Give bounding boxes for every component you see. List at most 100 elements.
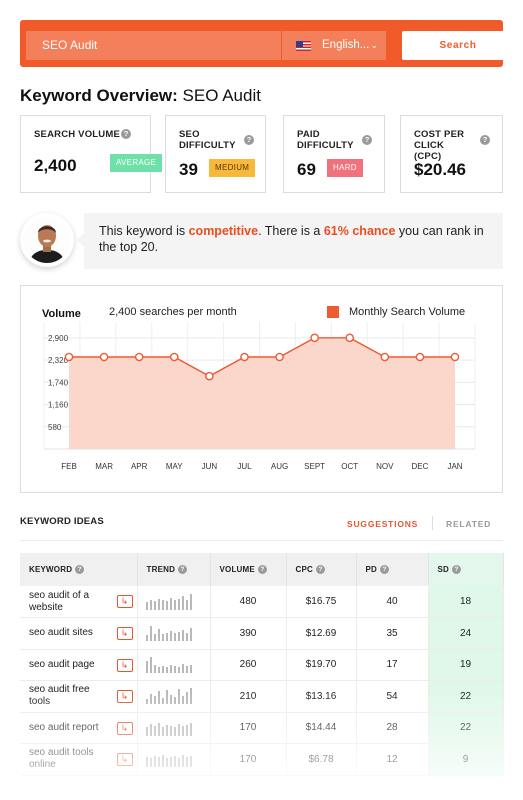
help-icon[interactable]: ? <box>380 565 390 574</box>
help-icon[interactable]: ? <box>121 129 131 139</box>
open-keyword-icon[interactable]: ↳ <box>116 658 133 672</box>
keyword-cell[interactable]: seo audit of a website ↳ <box>20 586 138 618</box>
trend-bar <box>185 633 188 642</box>
tab-related[interactable]: RELATED <box>446 519 492 529</box>
table-row[interactable]: seo audit of a website ↳ 480 $16.75 40 18 <box>20 586 504 618</box>
keyword-text: seo audit free tools <box>29 684 90 708</box>
column-header-volume[interactable]: VOLUME? <box>210 553 287 586</box>
page-title: Keyword Overview: SEO Audit <box>20 86 261 106</box>
search-button[interactable]: Search <box>402 31 514 60</box>
table-row[interactable]: seo audit page ↳ 260 $19.70 17 19 <box>20 649 504 681</box>
open-keyword-icon[interactable]: ↳ <box>116 627 133 640</box>
trend-bar <box>177 598 180 610</box>
open-keyword-icon[interactable]: ↳ <box>116 690 133 703</box>
keyword-cell[interactable]: seo audit free tools ↳ <box>20 680 138 713</box>
keyword-cell[interactable]: seo audit sites ↳ <box>20 617 138 650</box>
keyword-cell[interactable]: seo audit tools online ↳ <box>20 743 138 776</box>
help-icon[interactable]: ? <box>316 565 325 574</box>
data-point <box>205 371 214 381</box>
keyword-text: seo audit page <box>29 658 95 670</box>
help-icon[interactable]: ? <box>178 565 188 574</box>
volume-chart: Volume 2,400 searches per month Monthly Se… <box>20 285 503 493</box>
column-header-pd[interactable]: PD? <box>356 553 429 586</box>
trend-bar <box>161 698 164 705</box>
cpc-cell: $13.16 <box>286 680 357 713</box>
trend-bar <box>169 695 172 705</box>
metric-label: SEARCH VOLUME <box>34 129 120 140</box>
sd-cell: 22 <box>428 680 504 713</box>
data-point <box>310 333 319 343</box>
trend-bar <box>149 656 152 673</box>
trend-bar <box>145 660 148 673</box>
trend-bar <box>177 632 180 642</box>
open-keyword-icon[interactable]: ↳ <box>116 721 133 735</box>
keyword-search-input[interactable]: SEO Audit <box>26 31 281 60</box>
table-row[interactable]: seo audit sites ↳ 390 $12.69 35 24 <box>20 617 504 650</box>
legend-label: Monthly Search Volume <box>349 306 465 318</box>
tab-divider <box>432 516 433 530</box>
trend-bar <box>181 696 184 705</box>
metric-card-paid-difficulty: PAID DIFFICULTY ? 69 HARD <box>283 115 385 193</box>
table-header-row: KEYWORD? TREND? VOLUME? CPC? PD? SD? <box>20 553 504 586</box>
trend-bar <box>157 757 160 768</box>
tab-suggestions[interactable]: SUGGESTIONS <box>347 519 419 529</box>
trend-bar <box>165 633 168 642</box>
table-row[interactable]: seo audit free tools ↳ 210 $13.16 54 22 <box>20 680 504 713</box>
trend-bar <box>177 723 180 736</box>
x-tick-label: FEB <box>61 462 77 471</box>
volume-cell: 260 <box>210 649 287 681</box>
trend-bar <box>153 756 156 768</box>
trend-bar <box>169 631 172 642</box>
y-tick-label: 1,160 <box>48 401 69 410</box>
cpc-cell: $12.69 <box>286 617 357 650</box>
metric-value: 39 <box>179 160 198 179</box>
chevron-down-icon: ⌄ <box>370 40 378 50</box>
keyword-ideas-heading: KEYWORD IDEAS <box>20 516 104 527</box>
open-keyword-icon[interactable]: ↳ <box>116 753 133 766</box>
open-keyword-icon[interactable]: ↳ <box>116 595 133 608</box>
volume-line <box>69 337 455 377</box>
help-icon[interactable]: ? <box>362 135 372 145</box>
help-icon[interactable]: ? <box>480 135 490 145</box>
avatar <box>20 213 74 267</box>
metric-card-cpc: COST PER CLICK (CPC) ? $20.46 <box>400 115 503 193</box>
help-icon[interactable]: ? <box>244 135 254 145</box>
language-select[interactable]: English... ⌄ <box>282 31 386 60</box>
data-point <box>240 352 249 362</box>
column-header-cpc[interactable]: CPC? <box>286 553 357 586</box>
column-header-sd[interactable]: SD? <box>428 553 504 586</box>
table-row[interactable]: seo audit tools online ↳ 170 $6.78 12 9 <box>20 743 504 776</box>
keyword-cell[interactable]: seo audit report ↳ <box>20 712 138 744</box>
trend-bar <box>165 666 168 673</box>
column-header-keyword[interactable]: KEYWORD? <box>20 553 138 586</box>
column-header-label: CPC <box>295 565 313 574</box>
pd-cell: 17 <box>356 649 429 681</box>
table-row[interactable]: seo audit report ↳ 170 $14.44 28 22 <box>20 712 504 744</box>
x-tick-label: AUG <box>271 462 288 471</box>
column-header-trend[interactable]: TREND? <box>137 553 211 586</box>
message-highlight-competitive: competitive <box>188 224 259 238</box>
trend-cell <box>137 617 211 650</box>
help-icon[interactable]: ? <box>257 565 267 574</box>
trend-bar <box>177 758 180 768</box>
column-header-label: VOLUME <box>219 565 255 574</box>
trend-bar <box>165 690 168 705</box>
trend-bar <box>181 725 184 736</box>
trend-bar <box>165 600 168 610</box>
pd-cell: 12 <box>356 743 429 776</box>
data-point <box>415 352 425 362</box>
trend-bar <box>173 665 176 673</box>
trend-bar <box>181 595 184 610</box>
trend-bar <box>161 726 164 736</box>
pd-cell: 54 <box>356 680 429 713</box>
volume-cell: 210 <box>210 680 287 713</box>
x-tick-label: JUL <box>237 462 252 471</box>
data-point <box>169 352 179 362</box>
trend-bar <box>169 597 172 610</box>
help-icon[interactable]: ? <box>452 565 462 574</box>
message-text-2: . There is a <box>258 224 324 238</box>
help-icon[interactable]: ? <box>75 565 85 574</box>
cpc-cell: $19.70 <box>286 649 357 681</box>
data-point <box>275 352 284 362</box>
keyword-cell[interactable]: seo audit page ↳ <box>20 649 138 681</box>
